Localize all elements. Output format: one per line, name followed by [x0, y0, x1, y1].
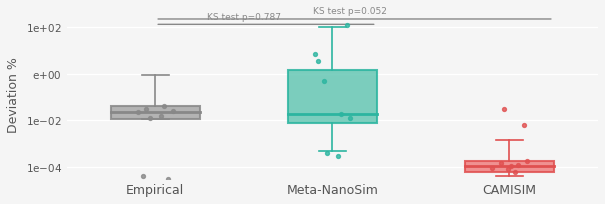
Point [499, 108, 509, 111]
Point [491, 182, 500, 185]
Point [142, 108, 151, 111]
Text: KS test p=0.787: KS test p=0.787 [207, 13, 281, 22]
Point [155, 115, 165, 118]
FancyBboxPatch shape [288, 70, 377, 123]
Point [336, 113, 346, 116]
Point [132, 111, 142, 114]
Point [510, 171, 520, 174]
Point [138, 175, 148, 178]
Text: KS test p=0.052: KS test p=0.052 [313, 7, 387, 16]
Y-axis label: Deviation %: Deviation % [7, 57, 20, 133]
Point [506, 164, 516, 168]
Point [503, 168, 512, 171]
Point [333, 154, 342, 157]
Point [487, 166, 497, 170]
Point [168, 109, 178, 113]
Point [514, 164, 523, 167]
Point [496, 161, 506, 164]
Point [342, 23, 352, 27]
FancyBboxPatch shape [111, 106, 200, 119]
Point [310, 52, 319, 55]
Point [345, 117, 355, 120]
Point [322, 151, 332, 155]
Point [145, 117, 155, 120]
Point [159, 105, 169, 108]
Point [319, 79, 329, 82]
Point [163, 177, 172, 181]
Point [313, 59, 323, 63]
Point [522, 159, 532, 163]
FancyBboxPatch shape [465, 161, 554, 172]
Point [519, 124, 529, 127]
